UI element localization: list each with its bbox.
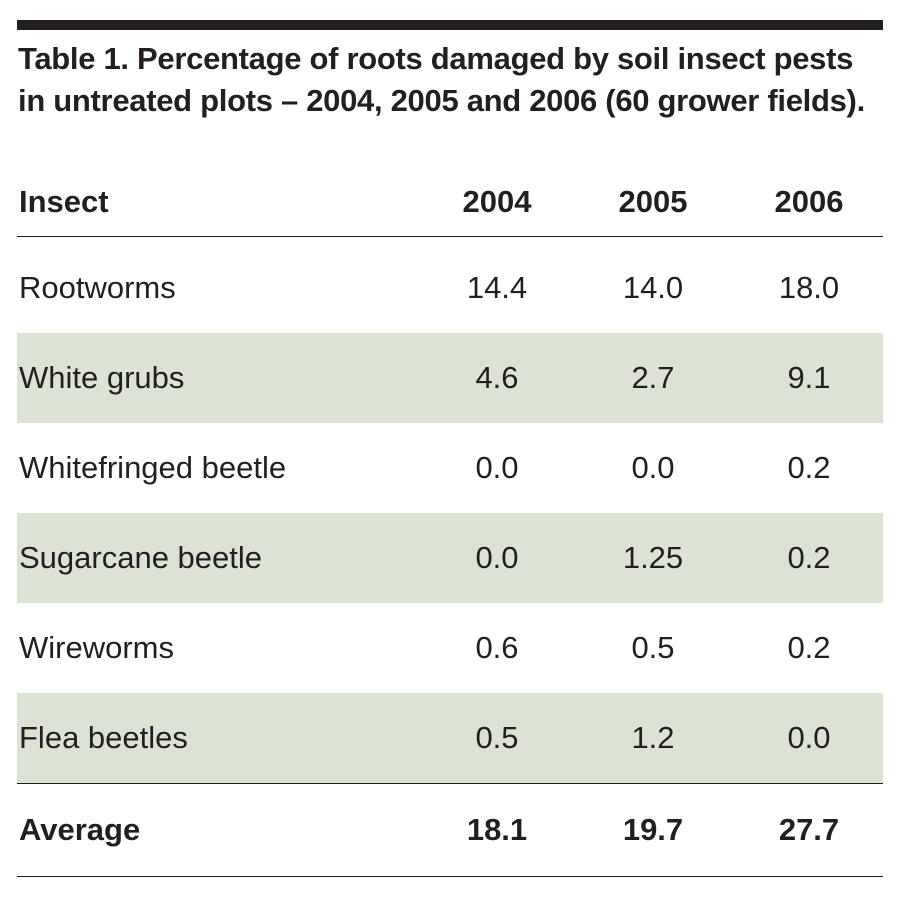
value-2005: 0.5 — [631, 630, 675, 665]
table-row: Sugarcane beetle 0.0 1.25 0.2 — [17, 513, 883, 603]
average-label: Average — [19, 812, 141, 847]
value-2004: 0.6 — [475, 630, 519, 665]
table-row: White grubs 4.6 2.7 9.1 — [17, 333, 883, 423]
header-2005: 2005 — [618, 184, 688, 219]
value-2005: 0.0 — [631, 450, 675, 485]
average-row: Average 18.1 19.7 27.7 — [17, 783, 883, 877]
insect-name: Sugarcane beetle — [19, 540, 263, 575]
top-rule — [17, 20, 883, 30]
value-2004: 0.0 — [475, 540, 519, 575]
average-2005: 19.7 — [622, 812, 684, 847]
value-2004: 0.5 — [475, 720, 519, 755]
value-2006: 0.0 — [787, 720, 831, 755]
header-2006: 2006 — [774, 184, 844, 219]
insect-name: Whitefringed beetle — [19, 450, 287, 485]
value-2004: 14.4 — [466, 270, 528, 305]
table-row: Rootworms 14.4 14.0 18.0 — [17, 243, 883, 333]
table-row: Flea beetles 0.5 1.2 0.0 — [17, 693, 883, 783]
insect-name: Flea beetles — [19, 720, 188, 755]
value-2006: 0.2 — [787, 450, 831, 485]
insect-name: Rootworms — [19, 270, 176, 305]
average-2004: 18.1 — [466, 812, 528, 847]
value-2004: 0.0 — [475, 450, 519, 485]
value-2005: 14.0 — [622, 270, 684, 305]
insect-name: Wireworms — [19, 630, 174, 665]
data-table: Insect 2004 2005 2006 Rootworms 14.4 14.… — [17, 172, 883, 877]
header-2004: 2004 — [462, 184, 532, 219]
value-2005: 1.25 — [622, 540, 684, 575]
table-row: Wireworms 0.6 0.5 0.2 — [17, 603, 883, 693]
value-2006: 0.2 — [787, 630, 831, 665]
table-header-row: Insect 2004 2005 2006 — [17, 172, 883, 237]
table-row: Whitefringed beetle 0.0 0.0 0.2 — [17, 423, 883, 513]
value-2006: 9.1 — [787, 360, 831, 395]
header-insect: Insect — [19, 184, 109, 219]
value-2006: 0.2 — [787, 540, 831, 575]
value-2004: 4.6 — [475, 360, 519, 395]
value-2005: 2.7 — [631, 360, 675, 395]
table-caption: Table 1. Percentage of roots damaged by … — [18, 41, 865, 118]
value-2005: 1.2 — [631, 720, 675, 755]
value-2006: 18.0 — [778, 270, 840, 305]
insect-name: White grubs — [19, 360, 185, 395]
average-2006: 27.7 — [778, 812, 840, 847]
